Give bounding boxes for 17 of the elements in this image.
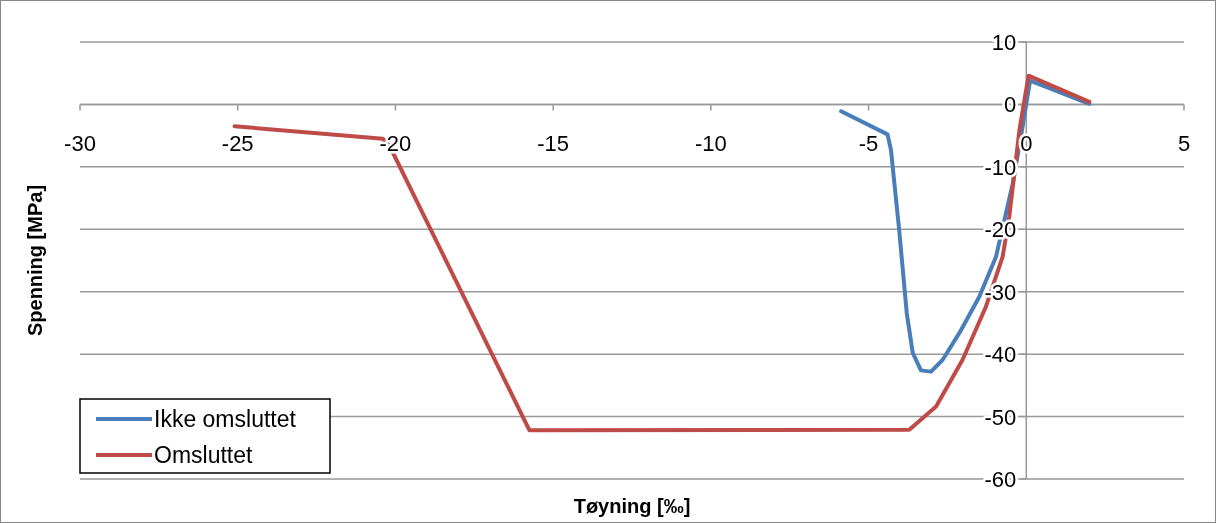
y-tick-label: 0	[1004, 92, 1017, 118]
x-tick-label: -25	[221, 131, 254, 157]
x-tick-label: -10	[694, 131, 727, 157]
y-tick-label: 10	[991, 30, 1017, 55]
y-tick-label: -60	[984, 467, 1017, 492]
y-axis-title: Spenning [MPa]	[24, 184, 46, 337]
x-tick-label: -30	[64, 131, 96, 157]
y-tick-label: -40	[984, 342, 1017, 368]
x-tick-label: 5	[1177, 131, 1191, 157]
line-series	[839, 78, 1092, 374]
x-tick-label: -15	[537, 131, 570, 157]
y-tick-label: -50	[984, 404, 1017, 430]
legend-label: Ikke omsluttet	[154, 406, 297, 432]
x-tick-label: -5	[858, 131, 879, 157]
x-tick-label: 0	[1020, 131, 1033, 157]
legend-label: Omsluttet	[154, 442, 254, 468]
x-axis-title: Tøyning [‰]	[573, 495, 691, 517]
